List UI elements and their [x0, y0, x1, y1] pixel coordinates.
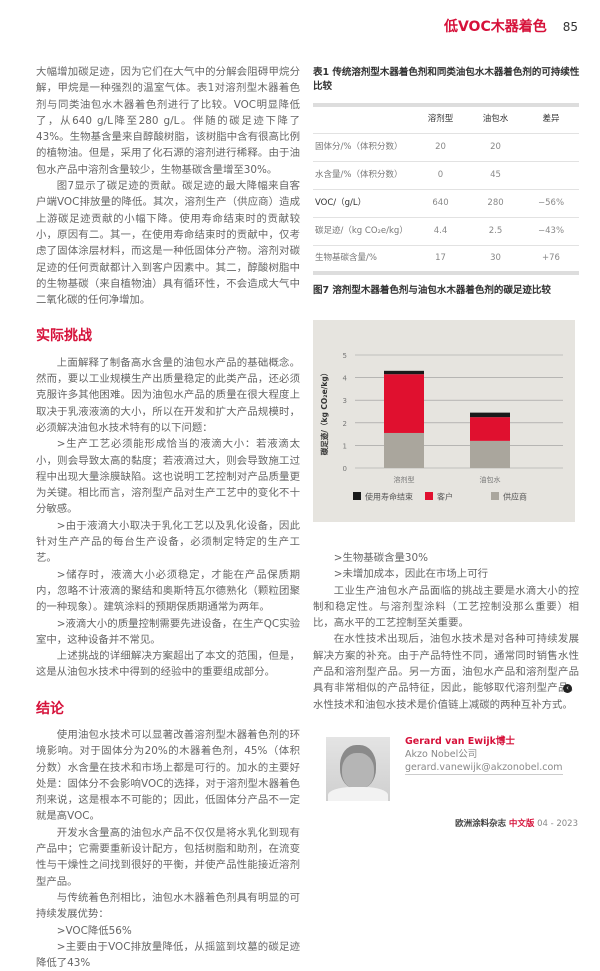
table-cell: 640	[413, 189, 469, 218]
figure-caption: 图7 溶剂型木器着色剂与油包水木器着色剂的碳足迹比较	[313, 285, 551, 296]
section-heading: 实际挑战	[36, 328, 92, 345]
table-row: 生物基碳含量/% 17 30 +76	[313, 245, 579, 274]
paragraph: 图7显示了碳足迹的贡献。碳足迹的最大降幅来自客户端VOC排放量的降低。其次，溶剂…	[36, 180, 300, 307]
y-axis-label: 碳足迹/（kg CO₂e/kg）	[319, 369, 329, 456]
table-cell: 碳足迹/（kg CO₂e/kg）	[313, 217, 413, 246]
table-cell: 固体分/%（体积分数）	[313, 133, 413, 162]
table-cell: VOC/（g/L）	[313, 189, 413, 218]
table-cell: 20	[468, 133, 524, 162]
edition: 中文版	[508, 819, 535, 829]
legend-swatch	[425, 492, 433, 500]
legend-label: 客户	[437, 492, 453, 502]
table-cell: +76	[523, 245, 579, 274]
legend-swatch	[491, 492, 499, 500]
footer: 欧洲涂料杂志 中文版 04 - 2023	[455, 817, 578, 829]
legend-label: 供应商	[503, 492, 527, 502]
table-cell: 280	[468, 189, 524, 218]
section-heading: 结论	[36, 700, 64, 717]
author-name: Gerard van Ewijk博士	[405, 736, 515, 747]
table-cell: 生物基碳含量/%	[313, 245, 413, 274]
issue: 04 - 2023	[537, 819, 578, 829]
legend-label: 使用寿命结束	[365, 492, 413, 502]
table-caption: 表1 传统溶剂型木器着色剂和同类油包水木器着色剂的可持续性比较	[313, 67, 580, 92]
bar-segment	[470, 412, 510, 418]
bullet: >VOC降低56%	[56, 924, 132, 937]
y-tick-label: 5	[343, 352, 347, 360]
bullet: >由于液滴大小取决于乳化工艺以及乳化设备，因此针对生产产品的每台生产设备，必须制…	[36, 519, 300, 565]
table-cell: 2.5	[468, 217, 524, 246]
y-tick-label: 4	[343, 375, 348, 383]
author-photo	[326, 737, 390, 801]
table-cell: 45	[468, 161, 524, 190]
paragraph: 工业生产油包水产品面临的挑战主要是水滴大小的控制和稳定性。与溶剂型涂料（工艺控制…	[313, 584, 579, 630]
magazine-name: 欧洲涂料杂志	[455, 819, 507, 829]
table-cell: 20	[413, 133, 469, 162]
table-row: 水含量/%（体积分数） 0 45	[313, 161, 579, 190]
left-column: 大幅增加碳足迹，因为它们在大气中的分解会阻碍甲烷分解，甲烷是一种强烈的温室气体。…	[36, 64, 300, 971]
table-cell: 4.4	[413, 217, 469, 246]
page-header: 低VOC木器着色 85	[444, 16, 578, 36]
bullet: >生产工艺必须能形成恰当的液滴大小：若液滴太小，则会导致太高的黏度；若液滴过大，…	[36, 438, 300, 516]
comparison-table: 溶剂型 油包水 差异 固体分/%（体积分数） 20 20 水含量/%（体积分数） 0 45 VO…	[313, 103, 579, 275]
end-of-article-icon: ‹	[563, 684, 572, 693]
right-column: >生物基碳含量30% >未增加成本，因此在市场上可行 工业生产油包水产品面临的挑…	[313, 550, 579, 713]
bar-segment	[384, 432, 424, 468]
paragraph: 在水性技术出现后，油包水技术是对各种可持续发展解决方案的补充。由于产品特性不同，…	[313, 633, 579, 711]
column-header: 差异	[523, 105, 579, 134]
legend-swatch	[353, 492, 361, 500]
column-header: 溶剂型	[413, 105, 469, 134]
table-row: 碳足迹/（kg CO₂e/kg） 4.4 2.5 −43%	[313, 217, 579, 246]
bar-segment	[470, 417, 510, 441]
table-cell: 17	[413, 245, 469, 274]
x-tick-label: 溶剂型	[394, 475, 415, 484]
bullet: >未增加成本，因此在市场上可行	[333, 568, 488, 581]
running-title: 低VOC木器着色	[443, 19, 547, 35]
table-header-row: 溶剂型 油包水 差异	[313, 105, 579, 134]
table-cell: −56%	[523, 189, 579, 218]
x-tick-label: 油包水	[480, 475, 501, 484]
bar-segment	[470, 440, 510, 468]
paragraph: 上述挑战的详细解决方案超出了本文的范围，但是，这是从油包水技术中得到的经验中的重…	[36, 650, 300, 679]
page-number: 85	[562, 20, 578, 34]
paragraph: 使用油包水技术可以显著改善溶剂型木器着色剂的环境影响。对于固体分为20%的木器着…	[36, 728, 300, 823]
carbon-footprint-chart: 0 1 2 3 4 5 碳足迹/（kg CO₂e/kg） 溶剂型 油包水使用寿命结束 客户 供应商	[313, 320, 575, 522]
paragraph: 大幅增加碳足迹，因为它们在大气中的分解会阻碍甲烷分解，甲烷是一种强烈的温室气体。…	[36, 66, 300, 176]
paragraph: 上面解释了制备高水含量的油包水产品的基础概念。然而，要以工业规模生产出质量稳定的…	[36, 356, 300, 434]
table-cell: 0	[413, 161, 469, 190]
paragraph: 开发水含量高的油包水产品不仅仅是将水乳化到现有产品中；它需要重新设计配方，包括树…	[36, 826, 300, 888]
table-cell: 30	[468, 245, 524, 274]
table-row: VOC/（g/L） 640 280 −56%	[313, 189, 579, 218]
paragraph: 与传统着色剂相比，油包水木器着色剂具有明显的可持续发展优势：	[36, 891, 300, 921]
table-cell	[523, 161, 579, 190]
table-row: 固体分/%（体积分数） 20 20	[313, 133, 579, 162]
bar-segment	[384, 374, 424, 433]
author-info: Gerard van Ewijk博士 Akzo Nobel公司 gerard.v…	[405, 735, 563, 775]
bar-segment	[384, 370, 424, 375]
y-tick-label: 1	[343, 442, 347, 450]
bullet: >生物基碳含量30%	[333, 552, 428, 564]
bullet: >液滴大小的质量控制需要先进设备，在生产QC实验室中，这种设备并不常见。	[36, 617, 300, 646]
bullet: >储存时，液滴大小必须稳定，才能在产品保质期内，忽略不计液滴的聚结和奥斯特瓦尔德…	[36, 568, 300, 614]
y-tick-label: 3	[343, 397, 347, 405]
y-tick-label: 2	[343, 420, 347, 428]
column-header: 油包水	[468, 105, 524, 134]
table-cell	[523, 133, 579, 162]
bullet: >主要由于VOC排放量降低，从摇篮到坟墓的碳足迹降低了43%	[36, 940, 300, 970]
table-cell: −43%	[523, 217, 579, 246]
author-company: Akzo Nobel公司	[405, 749, 478, 760]
y-tick-label: 0	[343, 465, 347, 473]
table-cell: 水含量/%（体积分数）	[313, 161, 413, 190]
column-header	[313, 105, 413, 134]
author-email[interactable]: gerard.vanewijk@akzonobel.com	[405, 762, 563, 775]
